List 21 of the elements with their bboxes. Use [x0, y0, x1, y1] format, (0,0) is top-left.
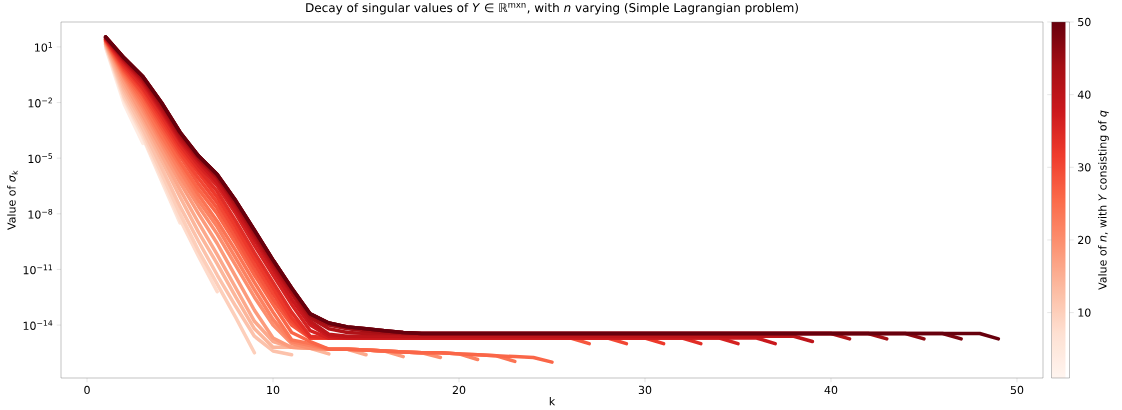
x-tick-label: 50	[1010, 385, 1024, 395]
color-bar-label: 40	[1077, 90, 1091, 99]
y-tick-label: 10$^{−8}$	[28, 208, 53, 219]
x-tick-label: 40	[824, 385, 838, 395]
y-tick-label: 10$^{−11}$	[23, 264, 53, 275]
y-tick-label: 10$^{−5}$	[28, 153, 53, 164]
color-bar-label: 50	[1078, 17, 1091, 27]
y-axis-title: Value of σ$_{k}$	[7, 170, 18, 230]
color-bar-label: 20	[1078, 235, 1091, 245]
x-tick-label: 30	[638, 385, 652, 395]
color-bar-label: 10	[1078, 308, 1091, 317]
x-tick-label: 10	[267, 385, 280, 395]
x-tick-label: 20	[452, 385, 466, 395]
x-axis-title: k	[549, 396, 556, 406]
color-bar-title: Value of n, with Y consisting of q	[1098, 110, 1109, 290]
y-tick-label: 10$^{1}$	[35, 42, 53, 52]
y-tick-label: 10$^{−2}$	[28, 97, 52, 108]
x-tick-label: 0	[84, 385, 90, 395]
y-tick-label: 10$^{−14}$	[23, 320, 53, 330]
color-bar-label: 30	[1078, 163, 1091, 172]
chart-title: Decay of singular values of Y ∈ ℝ$^{mxn}$, with n varying (Simple Lagrangian problem)	[306, 2, 798, 15]
